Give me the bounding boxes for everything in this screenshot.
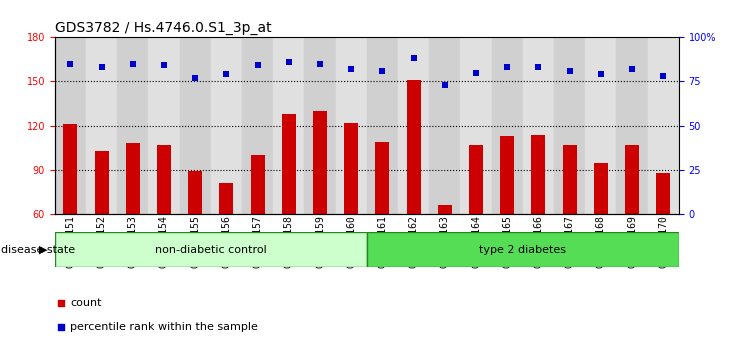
Bar [366,232,679,267]
Bar [117,37,148,214]
Point [595,72,607,77]
Point [345,66,357,72]
Point [252,63,264,68]
Bar [492,37,523,214]
Bar [95,151,109,214]
Bar [55,37,86,214]
Bar [157,145,171,214]
Point [127,61,139,67]
Point [158,63,170,68]
Bar [438,205,452,214]
Point [502,64,513,70]
Bar [64,124,77,214]
Bar [594,162,608,214]
Point [626,66,638,72]
Bar [86,37,117,214]
Point [408,56,420,61]
Bar [429,37,461,214]
Bar [126,143,139,214]
Bar [648,37,679,214]
Bar [585,37,616,214]
Bar [531,135,545,214]
Bar [148,37,180,214]
Bar [336,37,366,214]
Bar [188,171,202,214]
Point [439,82,450,88]
Bar [242,37,273,214]
Bar [407,80,420,214]
Point [55,300,67,306]
Point [377,68,388,74]
Point [658,73,669,79]
Point [470,70,482,75]
Bar [313,111,327,214]
Bar [220,183,234,214]
Text: type 2 diabetes: type 2 diabetes [480,245,566,255]
Point [189,75,201,81]
Text: GDS3782 / Hs.4746.0.S1_3p_at: GDS3782 / Hs.4746.0.S1_3p_at [55,21,272,35]
Bar [523,37,554,214]
Point [55,325,67,330]
Point [283,59,295,65]
Text: ▶: ▶ [39,245,47,255]
Bar [273,37,304,214]
Point [533,64,545,70]
Bar [304,37,336,214]
Bar [469,145,483,214]
Bar [500,136,514,214]
Bar [250,155,264,214]
Bar [375,142,389,214]
Bar [625,145,639,214]
Bar [554,37,585,214]
Bar [616,37,648,214]
Text: non-diabetic control: non-diabetic control [155,245,266,255]
Bar [55,232,366,267]
Point [96,64,107,70]
Bar [282,114,296,214]
Point [220,72,232,77]
Bar [211,37,242,214]
Bar [345,123,358,214]
Point [564,68,575,74]
Bar [656,173,670,214]
Point [314,61,326,67]
Text: disease state: disease state [1,245,76,255]
Text: count: count [70,298,102,308]
Bar [563,145,577,214]
Text: percentile rank within the sample: percentile rank within the sample [70,322,258,332]
Bar [180,37,211,214]
Bar [398,37,429,214]
Point [64,61,76,67]
Bar [366,37,398,214]
Bar [461,37,492,214]
